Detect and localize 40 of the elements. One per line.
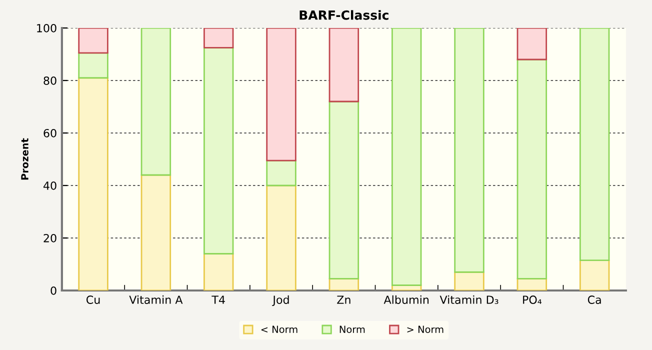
bar: [140, 28, 172, 176]
chart-title: BARF-Classic: [300, 10, 388, 20]
x-tick-label: Albumin: [384, 295, 429, 304]
bar: [516, 28, 548, 60]
bar: [328, 28, 360, 102]
bar: [579, 260, 610, 290]
legend-label: < Norm: [261, 326, 298, 334]
bar: [203, 253, 234, 290]
y-tick-label: 20: [44, 234, 56, 242]
bar: [266, 28, 296, 162]
bar: [78, 28, 108, 54]
x-tick-label: Zn: [337, 296, 350, 304]
y-tick-label: 0: [50, 286, 56, 295]
x-tick-label: Vitamin A: [129, 295, 183, 304]
bar: [78, 52, 108, 79]
x-tick-label: T4: [212, 296, 225, 304]
y-axis-title: Prozent: [21, 138, 28, 180]
legend-label: > Norm: [407, 326, 444, 334]
bar: [454, 271, 484, 290]
y-tick-label: 100: [37, 24, 56, 32]
x-tick-label: Ca: [588, 296, 601, 304]
bar: [266, 160, 296, 186]
bar: [516, 58, 548, 280]
bar: [203, 28, 234, 48]
y-tick-label: 60: [44, 128, 56, 138]
bar: [78, 77, 108, 290]
legend-label: Norm: [340, 326, 365, 334]
y-tick-label: 80: [44, 76, 56, 85]
bar: [266, 184, 296, 290]
bar: [328, 100, 360, 280]
bar: [203, 46, 234, 254]
x-tick-label: PO₄: [523, 296, 542, 304]
bar: [579, 28, 610, 262]
bar: [391, 28, 422, 286]
bar: [140, 174, 172, 290]
x-tick-label: Jod: [272, 295, 289, 306]
y-tick-label: 40: [43, 181, 56, 190]
x-tick-label: Vitamin D₃: [440, 295, 498, 304]
bar: [454, 28, 484, 273]
x-tick-label: Cu: [86, 296, 100, 304]
